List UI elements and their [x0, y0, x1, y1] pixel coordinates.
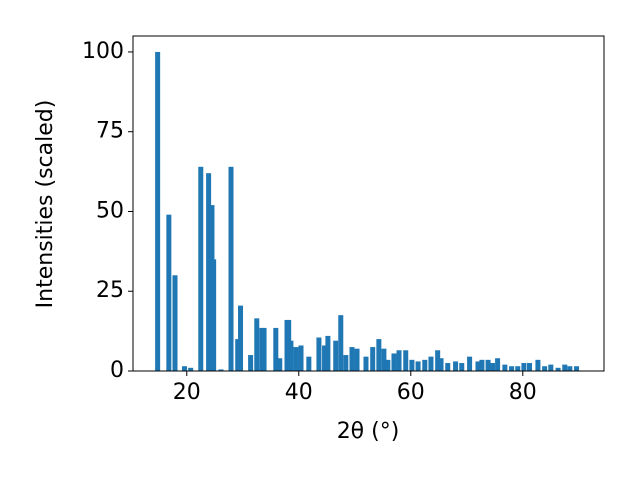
bar — [370, 347, 376, 371]
bar — [555, 367, 561, 371]
bar — [316, 337, 322, 371]
bar — [428, 356, 434, 371]
bar — [403, 350, 409, 371]
bar — [322, 345, 328, 371]
bar — [325, 335, 331, 371]
bar — [172, 275, 178, 371]
bar — [277, 358, 283, 371]
bar — [343, 355, 349, 371]
bar — [182, 366, 188, 371]
bar — [490, 363, 496, 371]
bar — [459, 363, 465, 371]
bar — [338, 315, 344, 371]
bar — [198, 166, 204, 371]
bar — [354, 348, 360, 371]
bar — [502, 364, 508, 371]
bar — [238, 305, 244, 371]
y-tick-label: 75 — [96, 119, 124, 144]
x-axis-label: 2θ (°) — [337, 419, 400, 444]
plot-frame — [132, 35, 605, 372]
bar — [306, 356, 312, 371]
bar — [422, 359, 428, 371]
bar — [515, 366, 521, 371]
x-tick-label: 20 — [173, 380, 201, 405]
bar — [438, 358, 444, 371]
x-tick-label: 60 — [397, 380, 425, 405]
bar — [535, 359, 541, 371]
bar — [495, 358, 501, 371]
bar — [188, 367, 194, 371]
y-axis-label: Intensities (scaled) — [33, 100, 58, 309]
bar — [435, 350, 441, 371]
bar — [228, 166, 234, 371]
bar — [235, 339, 241, 371]
bar — [548, 364, 554, 371]
bar — [248, 355, 254, 371]
bar — [206, 173, 212, 371]
bar — [467, 356, 473, 371]
bar — [453, 361, 459, 371]
bar — [445, 363, 451, 371]
bar — [261, 327, 267, 371]
bar — [381, 348, 387, 371]
bar — [273, 327, 279, 371]
bar — [333, 340, 339, 371]
bar — [562, 364, 568, 371]
bar — [211, 259, 217, 371]
bar — [349, 347, 355, 371]
bar — [293, 347, 299, 371]
bar — [254, 318, 260, 371]
bar — [542, 366, 548, 371]
bar — [298, 345, 304, 371]
bar — [218, 369, 224, 371]
bar — [479, 359, 485, 371]
bar — [574, 366, 580, 371]
bar — [409, 359, 415, 371]
x-tick-label: 80 — [509, 380, 537, 405]
bar — [567, 366, 573, 371]
bar — [363, 356, 369, 371]
bar — [391, 353, 397, 371]
bar — [376, 339, 382, 371]
bar — [155, 51, 161, 371]
y-tick-label: 0 — [110, 358, 124, 383]
bar — [509, 366, 515, 371]
bar — [166, 214, 172, 371]
bar — [475, 361, 481, 371]
bar — [527, 363, 533, 371]
bar — [385, 359, 391, 371]
y-tick-label: 50 — [96, 198, 124, 223]
bar — [485, 359, 491, 371]
bar — [521, 363, 527, 371]
y-tick-label: 100 — [82, 39, 124, 64]
x-tick-label: 40 — [285, 380, 313, 405]
y-tick-label: 25 — [96, 278, 124, 303]
bar — [396, 350, 402, 371]
bar — [415, 361, 421, 371]
bar — [288, 340, 294, 371]
